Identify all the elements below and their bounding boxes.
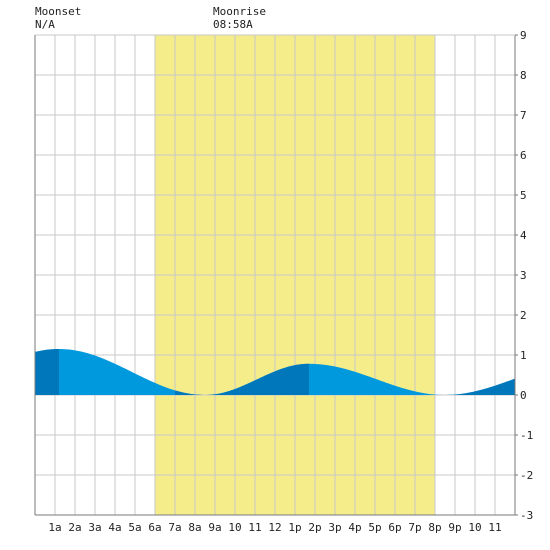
x-tick-label: 4p xyxy=(348,521,361,534)
y-tick-label: 1 xyxy=(520,349,527,362)
tide-area-dark-segment xyxy=(175,363,309,395)
y-tick-label: 7 xyxy=(520,109,527,122)
y-tick-label: 0 xyxy=(520,389,527,402)
x-tick-label: 7p xyxy=(408,521,421,534)
axes-layer xyxy=(34,34,518,516)
tide-area-layer xyxy=(35,349,515,395)
y-tick-label: 9 xyxy=(520,29,527,42)
x-tick-label: 10 xyxy=(228,521,241,534)
x-tick-label: 10 xyxy=(468,521,481,534)
y-tick-label: -1 xyxy=(520,429,533,442)
x-tick-label: 2p xyxy=(308,521,321,534)
x-tick-label: 1p xyxy=(288,521,301,534)
y-tick-label: 3 xyxy=(520,269,527,282)
y-tick-label: 4 xyxy=(520,229,527,242)
y-tick-label: 8 xyxy=(520,69,527,82)
tide-area-dark-segment xyxy=(445,378,515,395)
x-tick-label: 9p xyxy=(448,521,461,534)
y-tick-label: 5 xyxy=(520,189,527,202)
x-tick-label: 5a xyxy=(128,521,141,534)
moonrise-value: 08:58A xyxy=(213,18,253,31)
moonset-label: Moonset xyxy=(35,5,82,18)
x-tick-label: 11 xyxy=(248,521,261,534)
x-tick-label: 7a xyxy=(168,521,181,534)
tide-area-dark-segment xyxy=(35,349,59,395)
x-tick-label: 8a xyxy=(188,521,201,534)
x-tick-label: 2a xyxy=(68,521,81,534)
moonset-value: N/A xyxy=(35,18,55,31)
y-tick-label: 6 xyxy=(520,149,527,162)
x-tick-label: 6p xyxy=(388,521,401,534)
x-tick-label: 6a xyxy=(148,521,161,534)
y-tick-label: -2 xyxy=(520,469,533,482)
x-tick-label: 11 xyxy=(488,521,501,534)
x-tick-label: 5p xyxy=(368,521,381,534)
x-tick-label: 9a xyxy=(208,521,221,534)
x-tick-label: 8p xyxy=(428,521,441,534)
x-tick-label: 1a xyxy=(48,521,61,534)
x-tick-label: 3a xyxy=(88,521,101,534)
x-tick-label: 4a xyxy=(108,521,121,534)
y-tick-label: 2 xyxy=(520,309,527,322)
grid-layer xyxy=(35,35,515,515)
x-tick-label: 12 xyxy=(268,521,281,534)
y-tick-label: -3 xyxy=(520,509,533,522)
moonrise-label: Moonrise xyxy=(213,5,266,18)
x-tick-label: 3p xyxy=(328,521,341,534)
